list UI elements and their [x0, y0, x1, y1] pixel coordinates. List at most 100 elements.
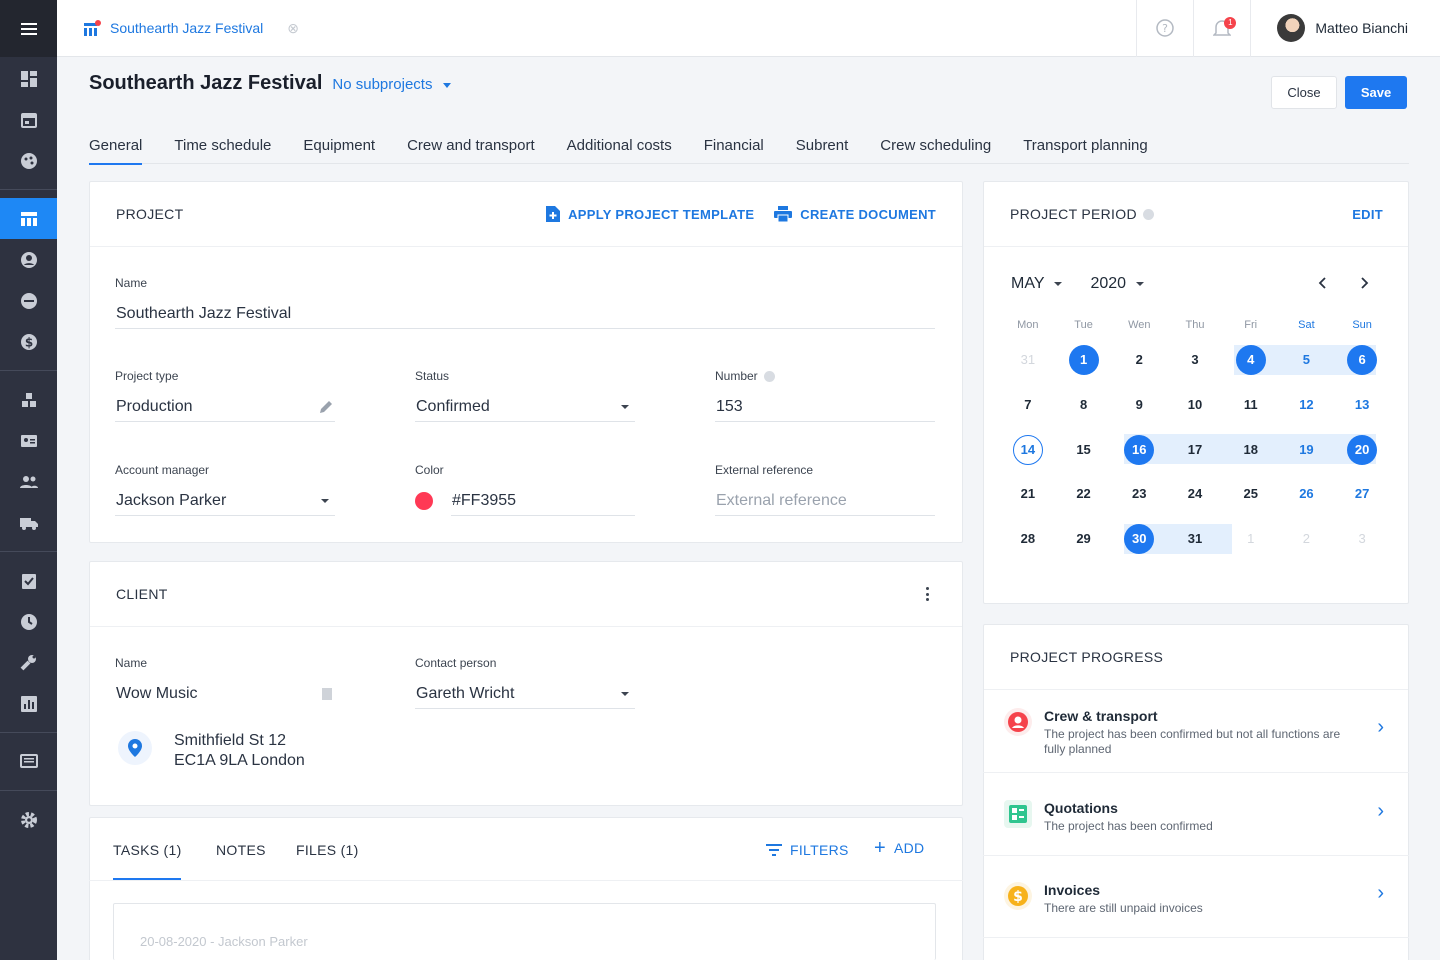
- apply-template-button[interactable]: APPLY PROJECT TEMPLATE: [546, 206, 754, 222]
- tab-financial[interactable]: Financial: [703, 137, 764, 154]
- add-task-button[interactable]: + ADD: [874, 838, 924, 858]
- month-select[interactable]: MAY: [1011, 275, 1068, 293]
- year-select[interactable]: 2020: [1090, 275, 1150, 293]
- calendar-day[interactable]: 26: [1299, 486, 1314, 502]
- breadcrumb[interactable]: Southearth Jazz Festival: [57, 20, 263, 36]
- client-name-field[interactable]: Name Wow Music: [115, 656, 335, 709]
- calendar-day[interactable]: 5: [1302, 352, 1311, 368]
- sidebar-item-transport[interactable]: [0, 502, 57, 543]
- calendar-day[interactable]: 25: [1243, 486, 1258, 502]
- progress-item-invoices[interactable]: $ Invoices There are still unpaid invoic…: [1000, 882, 1392, 916]
- project-type-field[interactable]: Project type Production: [115, 369, 335, 422]
- prev-month-button[interactable]: [1318, 276, 1328, 295]
- pencil-icon[interactable]: [319, 400, 333, 414]
- calendar-day[interactable]: 29: [1076, 531, 1091, 547]
- sidebar-item-projects[interactable]: [0, 198, 57, 239]
- account-manager-select[interactable]: Jackson Parker: [115, 486, 335, 516]
- subprojects-dropdown[interactable]: No subprojects: [332, 76, 451, 93]
- calendar-day[interactable]: 17: [1187, 441, 1203, 457]
- sidebar-item-calendar[interactable]: [0, 99, 57, 140]
- sidebar-item-time[interactable]: [0, 601, 57, 642]
- tab-additional-costs[interactable]: Additional costs: [566, 137, 672, 154]
- chevron-right-icon[interactable]: ›: [1377, 800, 1384, 822]
- contact-person-select[interactable]: Gareth Wricht: [415, 679, 635, 709]
- project-type-input[interactable]: Production: [115, 392, 335, 422]
- sidebar-item-maintenance[interactable]: [0, 642, 57, 683]
- user-menu[interactable]: Matteo Bianchi: [1250, 0, 1440, 57]
- tab-general[interactable]: General: [89, 126, 143, 165]
- chevron-right-icon[interactable]: ›: [1377, 882, 1384, 904]
- task-item[interactable]: 20-08-2020 - Jackson Parker: [113, 903, 936, 960]
- sidebar-item-reports[interactable]: [0, 683, 57, 724]
- filters-button[interactable]: FILTERS: [766, 842, 849, 858]
- save-button[interactable]: Save: [1345, 76, 1407, 109]
- sidebar-item-palette[interactable]: [0, 140, 57, 181]
- account-manager-field[interactable]: Account manager Jackson Parker: [115, 463, 335, 516]
- calendar-day[interactable]: 18: [1243, 441, 1258, 457]
- tab-notes[interactable]: NOTES: [216, 842, 266, 858]
- menu-button[interactable]: [0, 0, 57, 57]
- next-month-button[interactable]: [1359, 276, 1369, 295]
- trash-icon[interactable]: [322, 688, 332, 700]
- number-field[interactable]: Number 153: [715, 369, 935, 422]
- progress-item-crew[interactable]: Crew & transport The project has been co…: [1000, 708, 1392, 757]
- tab-subrent[interactable]: Subrent: [795, 137, 849, 154]
- sidebar-item-analytics[interactable]: [0, 280, 57, 321]
- contact-person-field[interactable]: Contact person Gareth Wricht: [415, 656, 635, 709]
- calendar-day[interactable]: 19: [1299, 441, 1314, 457]
- calendar-day[interactable]: 4: [1223, 345, 1279, 376]
- tab-crew-and-transport[interactable]: Crew and transport: [407, 137, 535, 154]
- status-field[interactable]: Status Confirmed: [415, 369, 635, 422]
- breadcrumb-project[interactable]: Southearth Jazz Festival: [110, 20, 264, 36]
- tab-transport-planning[interactable]: Transport planning: [1023, 137, 1148, 154]
- calendar-day[interactable]: 11: [1243, 397, 1258, 413]
- calendar-day[interactable]: 6: [1334, 345, 1390, 376]
- edit-period-button[interactable]: EDIT: [1352, 206, 1383, 222]
- calendar-day[interactable]: 1: [1247, 531, 1255, 547]
- tab-files[interactable]: FILES (1): [296, 842, 359, 858]
- calendar-day[interactable]: 14: [1000, 434, 1056, 465]
- tab-tasks[interactable]: TASKS (1): [113, 842, 182, 858]
- calendar-day[interactable]: 15: [1076, 441, 1091, 457]
- calendar-day[interactable]: 24: [1187, 486, 1203, 502]
- calendar-day[interactable]: 8: [1079, 397, 1088, 413]
- project-name-input[interactable]: Southearth Jazz Festival: [115, 299, 935, 329]
- sidebar-item-dashboard[interactable]: [0, 58, 57, 99]
- sidebar-item-tasks[interactable]: [0, 560, 57, 601]
- calendar-day[interactable]: 9: [1135, 397, 1143, 413]
- color-input[interactable]: #FF3955: [451, 486, 635, 516]
- calendar-day[interactable]: 28: [1020, 531, 1036, 547]
- calendar-day[interactable]: 31: [1187, 531, 1203, 547]
- tab-time-schedule[interactable]: Time schedule: [174, 137, 272, 154]
- more-vertical-icon[interactable]: [926, 587, 929, 601]
- calendar-day[interactable]: 3: [1358, 531, 1366, 547]
- calendar-day[interactable]: 10: [1187, 397, 1203, 413]
- calendar-day[interactable]: 2: [1302, 531, 1311, 547]
- sidebar-item-finance[interactable]: $: [0, 321, 57, 362]
- calendar-day[interactable]: 16: [1111, 434, 1167, 465]
- sidebar-item-contacts[interactable]: [0, 239, 57, 280]
- calendar-day[interactable]: 21: [1020, 486, 1036, 502]
- help-button[interactable]: ?: [1136, 0, 1193, 57]
- sidebar-item-equipment[interactable]: [0, 379, 57, 420]
- calendar-day[interactable]: 3: [1191, 352, 1199, 368]
- sidebar-item-crew[interactable]: [0, 420, 57, 461]
- sidebar-item-settings[interactable]: [0, 799, 57, 840]
- number-input[interactable]: 153: [715, 392, 935, 422]
- calendar-day[interactable]: 30: [1111, 524, 1167, 555]
- chevron-right-icon[interactable]: ›: [1377, 716, 1384, 738]
- progress-item-quotations[interactable]: Quotations The project has been confirme…: [1000, 800, 1392, 834]
- calendar-day[interactable]: 20: [1334, 434, 1390, 465]
- tab-equipment[interactable]: Equipment: [303, 137, 376, 154]
- status-select[interactable]: Confirmed: [415, 392, 635, 422]
- color-swatch[interactable]: [415, 492, 433, 510]
- sidebar-item-messages[interactable]: [0, 741, 57, 782]
- color-field[interactable]: Color #FF3955: [415, 463, 635, 516]
- calendar-day[interactable]: 31: [1020, 352, 1036, 368]
- client-name-input[interactable]: Wow Music: [115, 679, 335, 709]
- calendar-day[interactable]: 1: [1056, 345, 1112, 376]
- calendar-day[interactable]: 2: [1135, 352, 1143, 368]
- close-circle-icon[interactable]: ⊗: [287, 19, 300, 36]
- project-name-field[interactable]: Name Southearth Jazz Festival: [115, 276, 935, 329]
- calendar-day[interactable]: 23: [1132, 486, 1147, 502]
